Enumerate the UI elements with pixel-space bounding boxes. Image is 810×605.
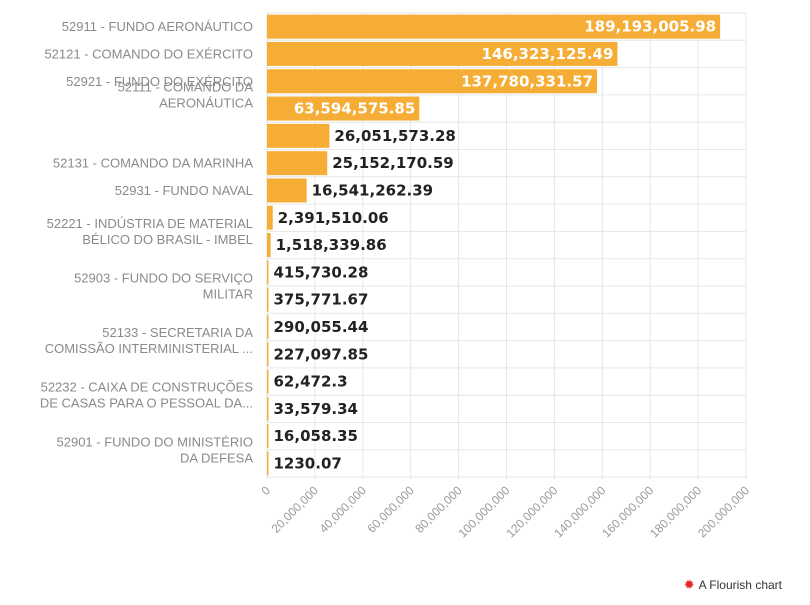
category-label: 52921 - FUNDO DO EXÉRCITO [66,74,253,89]
category-label: 52111 - COMANDO DA [118,79,254,94]
bar[interactable] [267,260,269,285]
category-label: 52133 - SECRETARIA DA [102,325,253,340]
x-tick-label: 20,000,000 [269,483,322,536]
bar-value-label: 2,391,510.06 [278,209,389,227]
bar[interactable] [267,69,597,94]
bar-value-label: 227,097.85 [274,345,369,363]
bar[interactable] [267,123,330,148]
x-tick-label: 0 [258,483,273,498]
bar[interactable] [267,151,328,176]
bar-value-label: 16,058.35 [274,427,358,445]
bar[interactable] [267,424,269,449]
bar-chart: 52911 - FUNDO AERONÁUTICO 52121 - COMANDO… [40,12,752,540]
bar-value-label: 415,730.28 [274,263,369,281]
bar[interactable] [267,178,307,203]
value-labels: 189,193,005.98 146,323,125.49 137,780,331.… [274,18,717,473]
bar-value-label: 1,518,339.86 [276,236,387,254]
bar-value-label: 25,152,170.59 [332,154,453,172]
category-label: 52911 - FUNDO AERONÁUTICO [62,19,253,34]
x-axis-ticks: 020,000,00040,000,00060,000,00080,000,00… [258,483,752,540]
bar-value-label: 137,780,331.57 [461,72,593,90]
bar[interactable] [267,369,269,394]
bar[interactable] [267,205,273,230]
flourish-credit[interactable]: ✹ A Flourish chart [684,577,782,593]
category-label: MILITAR [203,287,253,302]
bar-value-label: 26,051,573.28 [334,127,455,145]
x-tick-label: 40,000,000 [317,483,370,536]
category-label: 52903 - FUNDO DO SERVIÇO [74,271,253,286]
category-label: DA DEFESA [180,450,253,465]
bar[interactable] [267,96,420,121]
bar[interactable] [267,396,269,421]
bar[interactable] [267,233,271,258]
flourish-credit-text: A Flourish chart [698,578,782,592]
category-label: DE CASAS PARA O PESSOAL DA... [40,396,253,411]
bar[interactable] [267,287,269,312]
bar-value-label: 290,055.44 [274,318,369,336]
bar-value-label: 16,541,262.39 [312,181,433,199]
bar-value-label: 63,594,575.85 [294,100,415,118]
category-label: 52121 - COMANDO DO EXÉRCITO [44,46,253,61]
bar[interactable] [267,451,269,476]
category-label: 52221 - INDÚSTRIA DE MATERIAL [47,216,253,231]
category-label: 52901 - FUNDO DO MINISTÉRIO [57,434,253,449]
category-labels: 52911 - FUNDO AERONÁUTICO 52121 - COMANDO… [40,19,253,465]
flourish-logo-icon: ✹ [683,577,695,592]
bar[interactable] [267,342,269,367]
bar[interactable] [267,14,721,39]
category-label: 52131 - COMANDO DA MARINHA [53,156,253,171]
bar-value-label: 189,193,005.98 [584,18,716,36]
bar-value-label: 33,579.34 [274,400,358,418]
bar[interactable] [267,41,618,66]
bars [267,14,721,476]
category-label: BÉLICO DO BRASIL - IMBEL [82,232,253,247]
bar[interactable] [267,314,269,339]
bar-value-label: 62,472.3 [274,373,348,391]
category-label: AERONÁUTICA [159,95,253,110]
bar-value-label: 1230.07 [274,454,342,472]
bar-value-label: 146,323,125.49 [482,45,614,63]
x-tick-label: 60,000,000 [364,483,417,536]
category-label: 52931 - FUNDO NAVAL [115,183,253,198]
bar-value-label: 375,771.67 [274,291,369,309]
category-label: 52232 - CAIXA DE CONSTRUÇÕES [41,380,254,395]
x-tick-label: 200,000,000 [695,483,752,540]
category-label: COMISSÃO INTERMINISTERIAL ... [45,341,253,356]
